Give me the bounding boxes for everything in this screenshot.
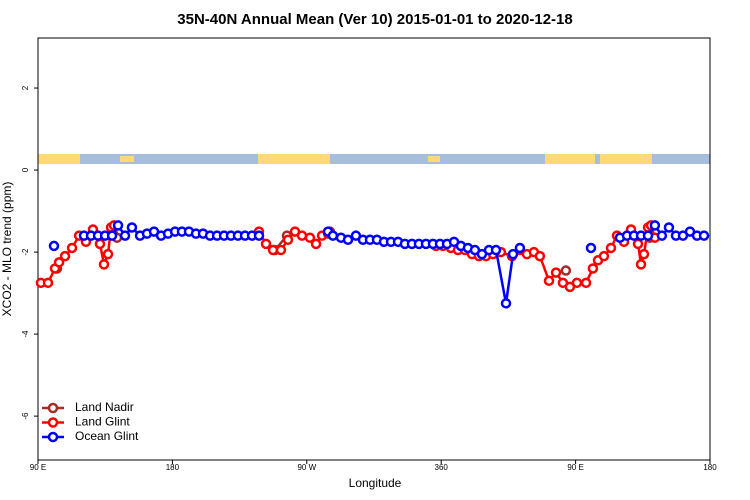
x-tick-label: 180 <box>166 463 180 472</box>
data-point <box>534 250 546 262</box>
y-axis-label: XCO2 - MLO trend (ppm) <box>0 182 14 317</box>
data-point <box>253 230 265 241</box>
data-point <box>59 250 71 262</box>
legend-marker <box>47 417 59 428</box>
y-tick-label: -4 <box>21 330 30 338</box>
data-point <box>550 267 562 278</box>
data-point <box>638 248 650 260</box>
y-tick-label: -6 <box>21 412 30 420</box>
data-point <box>106 230 118 241</box>
legend-marker <box>47 402 59 414</box>
data-point <box>342 234 354 246</box>
data-point <box>275 244 287 256</box>
data-point <box>282 234 294 246</box>
data-point <box>635 259 647 270</box>
data-point <box>304 232 316 243</box>
x-tick-label: 180 <box>703 463 717 472</box>
data-point <box>560 265 572 276</box>
x-tick-label: 90 W <box>297 463 316 472</box>
x-tick-label: 90 E <box>567 463 583 472</box>
data-point <box>94 238 106 250</box>
data-point <box>632 238 644 250</box>
data-point <box>500 298 512 309</box>
legend-marker <box>47 431 59 443</box>
data-point <box>598 250 610 262</box>
legend-label: Land Glint <box>75 415 130 429</box>
data-point <box>119 230 131 241</box>
x-axis-label: Longitude <box>349 476 402 490</box>
data-point <box>605 242 617 254</box>
land-ocean-strip <box>38 154 710 164</box>
data-point <box>507 248 519 260</box>
chart-title: 35N-40N Annual Mean (Ver 10) 2015-01-01 … <box>177 11 572 28</box>
data-point <box>42 277 54 289</box>
data-point <box>102 248 114 260</box>
data-point <box>514 242 526 254</box>
data-point <box>587 263 599 274</box>
y-tick-label: -2 <box>21 248 30 256</box>
data-point <box>543 275 555 287</box>
plot-frame <box>37 37 711 461</box>
data-point <box>260 238 272 250</box>
data-point <box>571 277 583 289</box>
x-tick-label: 360 <box>435 463 449 472</box>
legend-label: Ocean Glint <box>75 429 139 443</box>
data-point <box>112 220 124 231</box>
y-tick-label: 0 <box>21 167 30 172</box>
data-point <box>53 257 65 268</box>
data-point <box>310 238 322 250</box>
data-point <box>698 230 710 241</box>
y-tick-label: 2 <box>21 85 30 90</box>
data-point <box>126 222 138 233</box>
data-point <box>649 220 661 231</box>
data-point <box>663 222 675 233</box>
data-point <box>98 259 110 270</box>
data-point <box>490 244 502 256</box>
data-point <box>656 230 668 241</box>
legend-label: Land Nadir <box>75 400 134 414</box>
data-point <box>585 242 597 254</box>
series-line <box>83 223 705 304</box>
data-point <box>327 230 339 241</box>
data-point <box>48 240 60 252</box>
data-point <box>642 230 654 241</box>
data-point <box>580 277 592 289</box>
data-point <box>66 242 78 254</box>
x-tick-label: 90 E <box>30 463 46 472</box>
